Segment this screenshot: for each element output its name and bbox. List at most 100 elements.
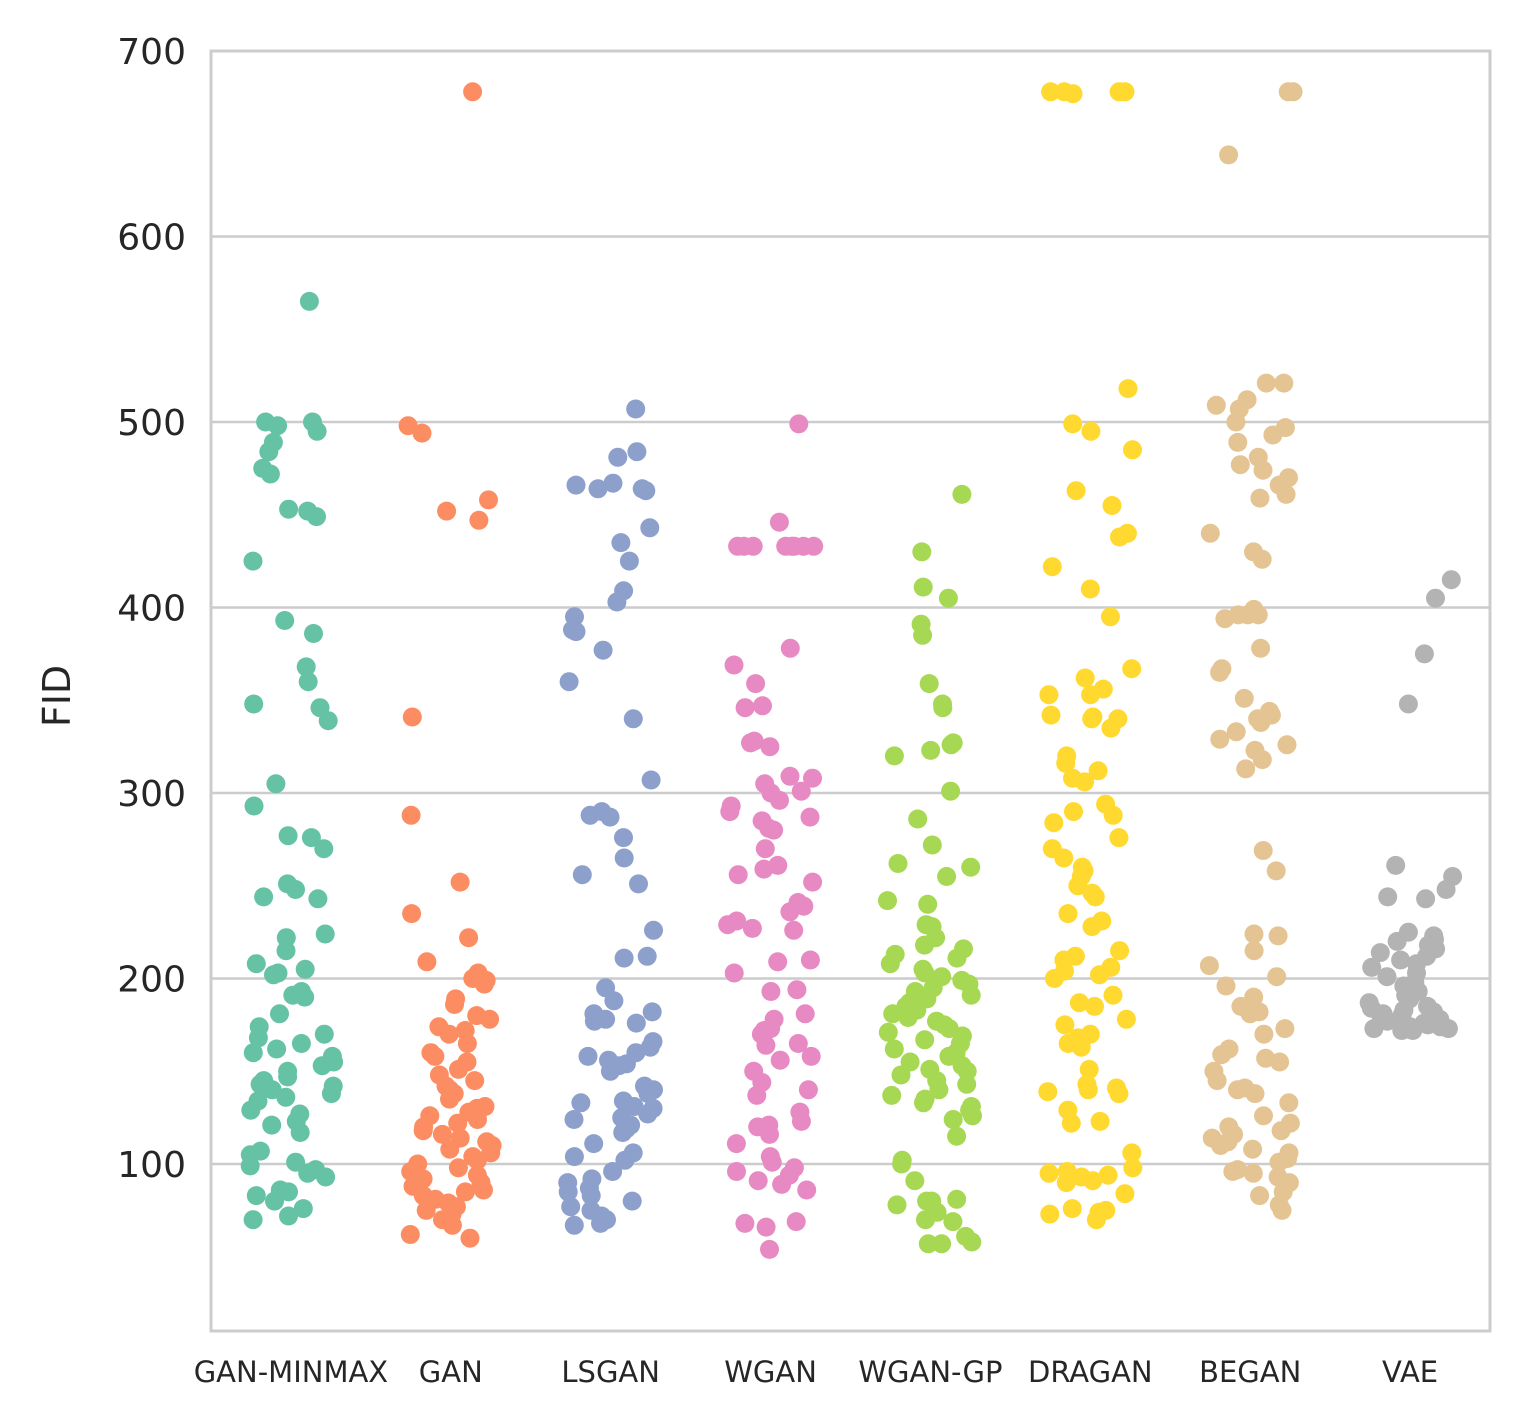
data-point [580, 805, 600, 825]
data-point [1392, 1021, 1412, 1040]
data-point [307, 421, 327, 441]
data-point [1081, 421, 1101, 441]
data-point [604, 991, 624, 1011]
data-point [720, 802, 740, 822]
data-point [1115, 1184, 1135, 1204]
data-point [600, 807, 620, 827]
data-point [1200, 523, 1220, 543]
data-point [1082, 917, 1102, 937]
data-point [726, 1134, 746, 1154]
data-point [961, 857, 981, 877]
data-point [279, 499, 299, 519]
data-point [1199, 956, 1219, 976]
data-point [1245, 1084, 1265, 1104]
data-point [761, 982, 781, 1001]
data-point [286, 1152, 306, 1172]
data-point [1064, 802, 1083, 822]
y-tick-labels: 100 200 300 400 500 600 700 [117, 32, 186, 1186]
plot-frame [209, 49, 1492, 1333]
data-point [307, 507, 326, 527]
y-tick-label: 700 [117, 32, 186, 73]
data-point [788, 1034, 808, 1053]
data-point [614, 828, 633, 848]
data-point [457, 1034, 477, 1053]
data-point [891, 1065, 911, 1085]
data-point [1370, 943, 1390, 963]
data-point [1063, 84, 1083, 104]
y-tick-label: 300 [117, 774, 186, 815]
data-point [760, 737, 780, 757]
data-point [243, 1210, 263, 1230]
x-tick-label: WGAN [724, 1355, 817, 1389]
data-point [1362, 957, 1382, 977]
data-point [1263, 425, 1283, 445]
data-point [402, 707, 422, 727]
data-point [1253, 841, 1273, 860]
data-point [1234, 688, 1254, 708]
data-point [1270, 1052, 1290, 1072]
data-point [246, 1186, 266, 1206]
x-tick-label: WGAN-GP [858, 1355, 1002, 1389]
data-point [957, 1074, 977, 1094]
y-tick-label: 100 [117, 1145, 186, 1186]
data-point [753, 696, 772, 716]
data-point [1122, 1143, 1142, 1163]
data-point [1210, 729, 1230, 749]
data-point [883, 1004, 903, 1024]
x-tick-label: GAN-MINMAX [194, 1355, 388, 1389]
data-point [1243, 1163, 1263, 1183]
data-point [1256, 373, 1276, 393]
data-point [1211, 1136, 1231, 1155]
data-point [295, 959, 315, 979]
data-point [916, 1210, 935, 1230]
data-point [1268, 926, 1288, 946]
data-point [922, 835, 942, 855]
data-point [314, 1024, 334, 1044]
data-point [947, 1126, 967, 1146]
data-point [1038, 1082, 1058, 1102]
data-point [784, 920, 804, 940]
data-point [571, 1093, 591, 1113]
data-point [754, 859, 774, 879]
data-point [1252, 549, 1272, 569]
data-point [259, 442, 279, 462]
data-point [728, 865, 748, 885]
data-point [1212, 1045, 1232, 1065]
data-point [278, 1067, 298, 1087]
data-point [797, 1180, 817, 1200]
data-point [789, 414, 809, 434]
data-point [615, 1150, 635, 1170]
data-point [1244, 924, 1264, 944]
data-point [1118, 379, 1138, 399]
data-point [1069, 993, 1089, 1013]
data-point [735, 698, 755, 718]
data-point [769, 512, 789, 532]
data-point [566, 622, 586, 642]
data-point [578, 1046, 598, 1066]
data-point [963, 1106, 982, 1126]
data-point [614, 848, 634, 868]
data-point [558, 1182, 578, 1202]
data-point [1042, 557, 1062, 577]
data-point [1377, 967, 1397, 987]
data-point [440, 1089, 459, 1109]
data-point [1109, 1084, 1129, 1104]
data-point [1276, 484, 1296, 504]
data-point [1100, 607, 1120, 627]
data-point [1101, 718, 1121, 738]
data-point [1275, 1019, 1295, 1039]
data-point [1056, 1173, 1076, 1193]
data-point [915, 1030, 935, 1050]
data-point [572, 865, 592, 885]
data-point [770, 1050, 790, 1070]
data-point [1103, 805, 1123, 825]
data-point [243, 1043, 263, 1063]
data-point [442, 1215, 462, 1235]
data-point [298, 672, 318, 692]
series-dragan [1038, 82, 1143, 1230]
data-point [882, 1085, 902, 1105]
data-point [638, 1104, 658, 1124]
data-point [440, 1139, 460, 1159]
data-point [304, 624, 323, 643]
data-point [299, 291, 319, 311]
